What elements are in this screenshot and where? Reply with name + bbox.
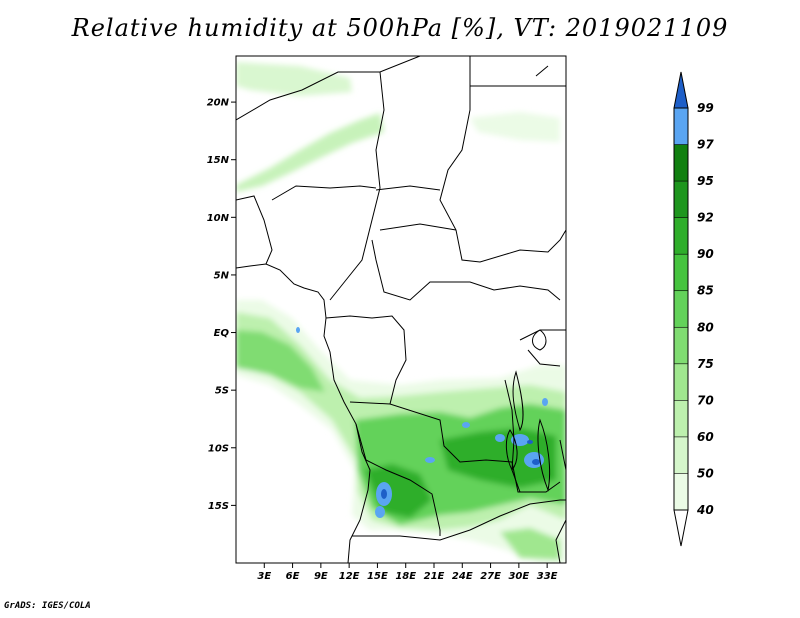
- humidity-band-east: [470, 112, 560, 142]
- humidity-band-sahara: [236, 113, 384, 192]
- colorbar-segment: [674, 400, 688, 437]
- colorbar-segment: [674, 363, 688, 401]
- colorbar-segment: [674, 436, 688, 474]
- plot-title: Relative humidity at 500hPa [%], VT: 201…: [71, 14, 729, 42]
- lat-label: 10N: [207, 213, 230, 224]
- colorbar-label: 80: [697, 320, 714, 334]
- credit-text: GrADS: IGES/COLA: [4, 601, 91, 611]
- colorbar-label: 95: [697, 174, 714, 188]
- colorbar-segment: [674, 108, 688, 145]
- colorbar-segment: [674, 290, 688, 328]
- humidity-cells-peak: [381, 440, 540, 499]
- colorbar: 40 50 60 70 75 80 85 90 92 95 97 99: [673, 71, 714, 547]
- colorbar-segment: [674, 181, 688, 218]
- colorbar-label: 60: [697, 430, 714, 444]
- colorbar-segment: [674, 217, 688, 255]
- lon-label: 33E: [537, 571, 558, 582]
- lon-label: 6E: [286, 571, 300, 582]
- colorbar-label: 99: [697, 101, 714, 115]
- colorbar-label: 90: [697, 247, 714, 261]
- humidity-shading: [236, 62, 566, 563]
- map-frame: [235, 55, 567, 564]
- lat-label: 10S: [208, 443, 229, 454]
- lon-label: 30E: [508, 571, 529, 582]
- colorbar-label: 40: [696, 503, 714, 517]
- colorbar-top-triangle: [673, 71, 689, 109]
- colorbar-label: 97: [697, 138, 714, 152]
- lon-label: 24E: [452, 571, 473, 582]
- colorbar-label: 70: [697, 393, 714, 407]
- lat-label: EQ: [214, 328, 230, 339]
- longitude-axis: 3E 6E 9E 12E 15E 18E 21E 24E 27E 30E 33E: [257, 563, 558, 582]
- colorbar-label: 75: [697, 357, 714, 371]
- humidity-region-congo: [236, 330, 325, 392]
- colorbar-label: 92: [697, 211, 714, 225]
- lon-label: 9E: [314, 571, 328, 582]
- lat-label: 20N: [207, 98, 230, 109]
- colorbar-segment: [674, 327, 688, 364]
- colorbar-label: 85: [697, 284, 714, 298]
- colorbar-segment: [674, 254, 688, 291]
- latitude-axis: 20N 15N 10N 5N EQ 5S 10S 15S: [207, 98, 236, 512]
- lon-label: 12E: [339, 571, 360, 582]
- humidity-cells-saturated: [296, 327, 548, 518]
- country-borders: [236, 56, 566, 563]
- colorbar-segment: [674, 144, 688, 182]
- lat-label: 5S: [215, 386, 229, 397]
- humidity-region-southeast: [500, 528, 560, 560]
- lat-label: 15N: [207, 155, 230, 166]
- lon-label: 18E: [395, 571, 416, 582]
- lon-label: 3E: [257, 571, 271, 582]
- colorbar-label: 50: [697, 466, 714, 480]
- colorbar-segment: [674, 473, 688, 510]
- lon-label: 21E: [424, 571, 445, 582]
- lat-label: 5N: [214, 270, 230, 281]
- lat-label: 15S: [208, 501, 229, 512]
- lon-label: 15E: [367, 571, 388, 582]
- humidity-band-north: [236, 62, 352, 96]
- colorbar-bottom-triangle: [673, 509, 689, 547]
- lon-label: 27E: [480, 571, 501, 582]
